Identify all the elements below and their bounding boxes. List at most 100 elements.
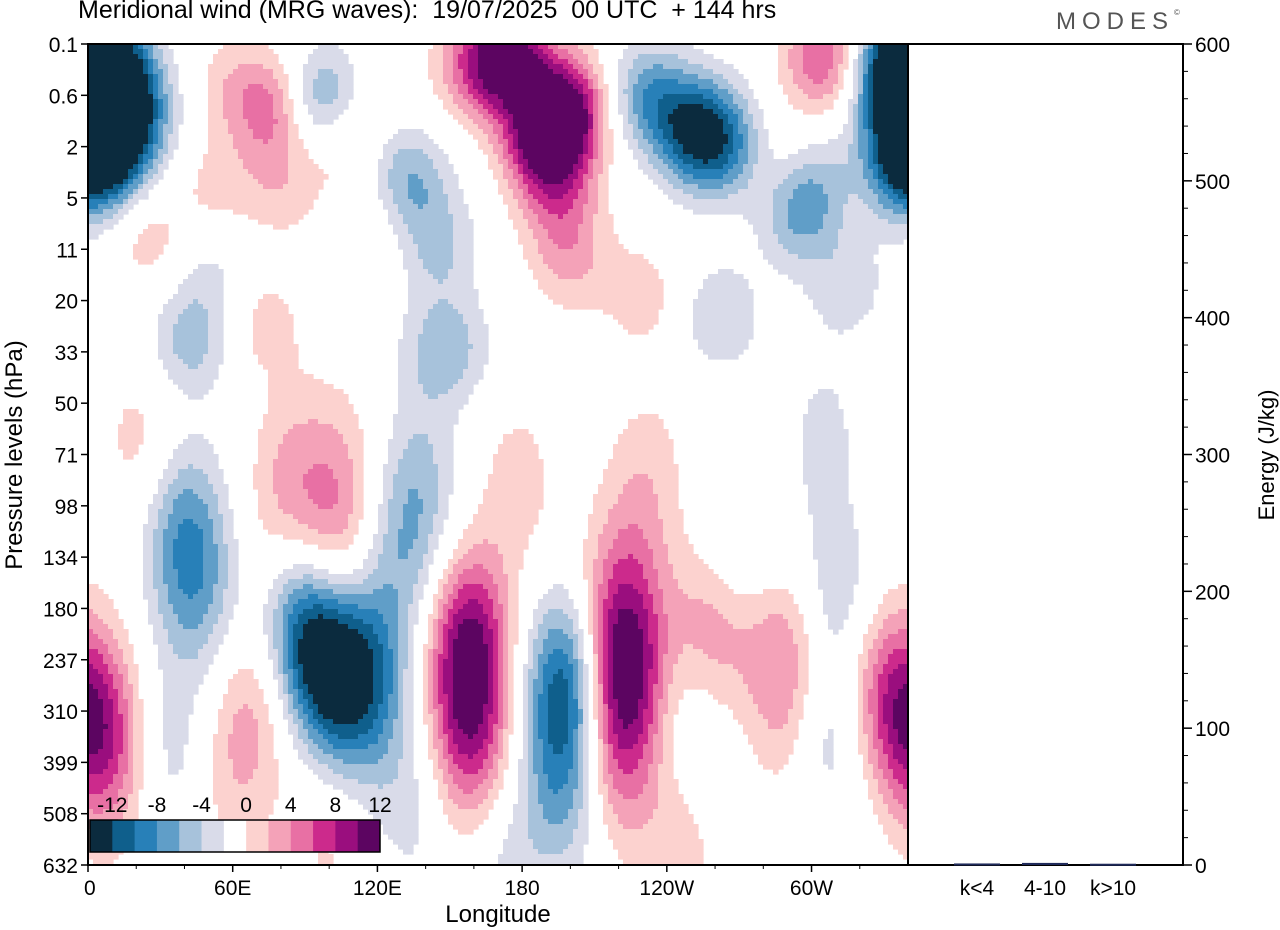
field-cell [568,729,574,735]
field-cell [748,134,759,140]
field-cell [868,754,879,760]
field-cell [118,799,129,805]
field-cell [303,739,314,745]
field-cell [438,469,454,475]
field-cell [438,479,454,485]
field-cell [318,99,334,105]
field-cell [163,159,169,165]
field-cell [593,84,599,90]
field-cell [463,109,479,115]
field-cell [648,154,659,160]
field-cell [438,504,449,510]
field-cell [113,214,124,220]
field-cell [88,199,109,205]
field-cell [268,379,324,385]
field-cell [888,614,909,620]
field-cell [408,629,414,635]
field-cell [888,734,899,740]
field-cell [203,584,214,590]
field-cell [148,74,154,80]
field-cell [388,694,399,700]
field-cell [733,164,744,170]
field-cell [408,554,424,560]
field-cell [608,684,614,690]
field-cell [608,784,614,790]
field-cell [283,509,354,515]
field-cell [88,194,109,200]
field-cell [93,859,114,865]
field-cell [243,164,289,170]
field-cell [258,739,274,745]
field-cell [868,744,874,750]
field-cell [233,759,259,765]
field-cell [528,694,534,700]
field-cell [523,669,529,675]
field-cell [378,759,399,765]
field-cell [798,649,809,655]
field-cell [378,819,419,825]
field-cell [158,339,174,345]
field-cell [468,69,479,75]
field-cell [173,454,219,460]
field-cell [233,69,274,75]
field-cell [233,769,254,775]
field-cell [583,739,589,745]
field-cell [383,199,394,205]
field-cell [168,299,194,305]
field-cell [423,684,429,690]
field-cell [258,749,274,755]
field-cell [543,749,554,755]
field-cell [298,649,374,655]
field-cell [88,714,104,720]
field-cell [428,624,434,630]
field-cell [593,114,599,120]
field-cell [223,694,264,700]
field-cell [868,164,879,170]
field-cell [523,149,584,155]
field-cell [533,744,544,750]
field-cell [443,809,489,815]
field-cell [873,639,884,645]
field-cell [863,64,869,70]
field-cell [313,724,324,730]
field-cell [643,729,649,735]
field-cell [248,214,304,220]
field-cell [128,734,134,740]
field-cell [823,599,854,605]
field-cell [533,754,544,760]
field-cell [608,754,614,760]
field-cell [493,174,504,180]
field-cell [318,529,344,535]
field-cell [808,499,849,505]
field-cell [273,74,289,80]
field-cell [388,644,399,650]
field-cell [658,504,679,510]
field-cell [648,474,679,480]
field-cell [603,644,609,650]
field-cell [598,694,604,700]
field-cell [548,819,564,825]
field-cell [428,154,449,160]
field-cell [488,624,499,630]
field-cell [498,674,504,680]
field-cell [633,154,649,160]
field-cell [493,659,499,665]
y-tick-label: 98 [55,496,78,519]
field-cell [643,644,654,650]
field-cell [263,424,294,430]
field-cell [718,699,754,705]
field-cell [353,459,364,465]
field-cell [263,519,299,525]
field-cell [153,559,164,565]
field-cell [123,449,139,455]
field-cell [523,679,529,685]
field-cell [798,654,809,660]
field-cell [633,89,644,95]
field-cell [533,169,574,175]
field-cell [213,589,224,595]
field-cell [628,139,639,145]
field-cell [573,674,579,680]
field-cell [393,684,399,690]
field-cell [88,694,99,700]
field-cell [518,154,524,160]
